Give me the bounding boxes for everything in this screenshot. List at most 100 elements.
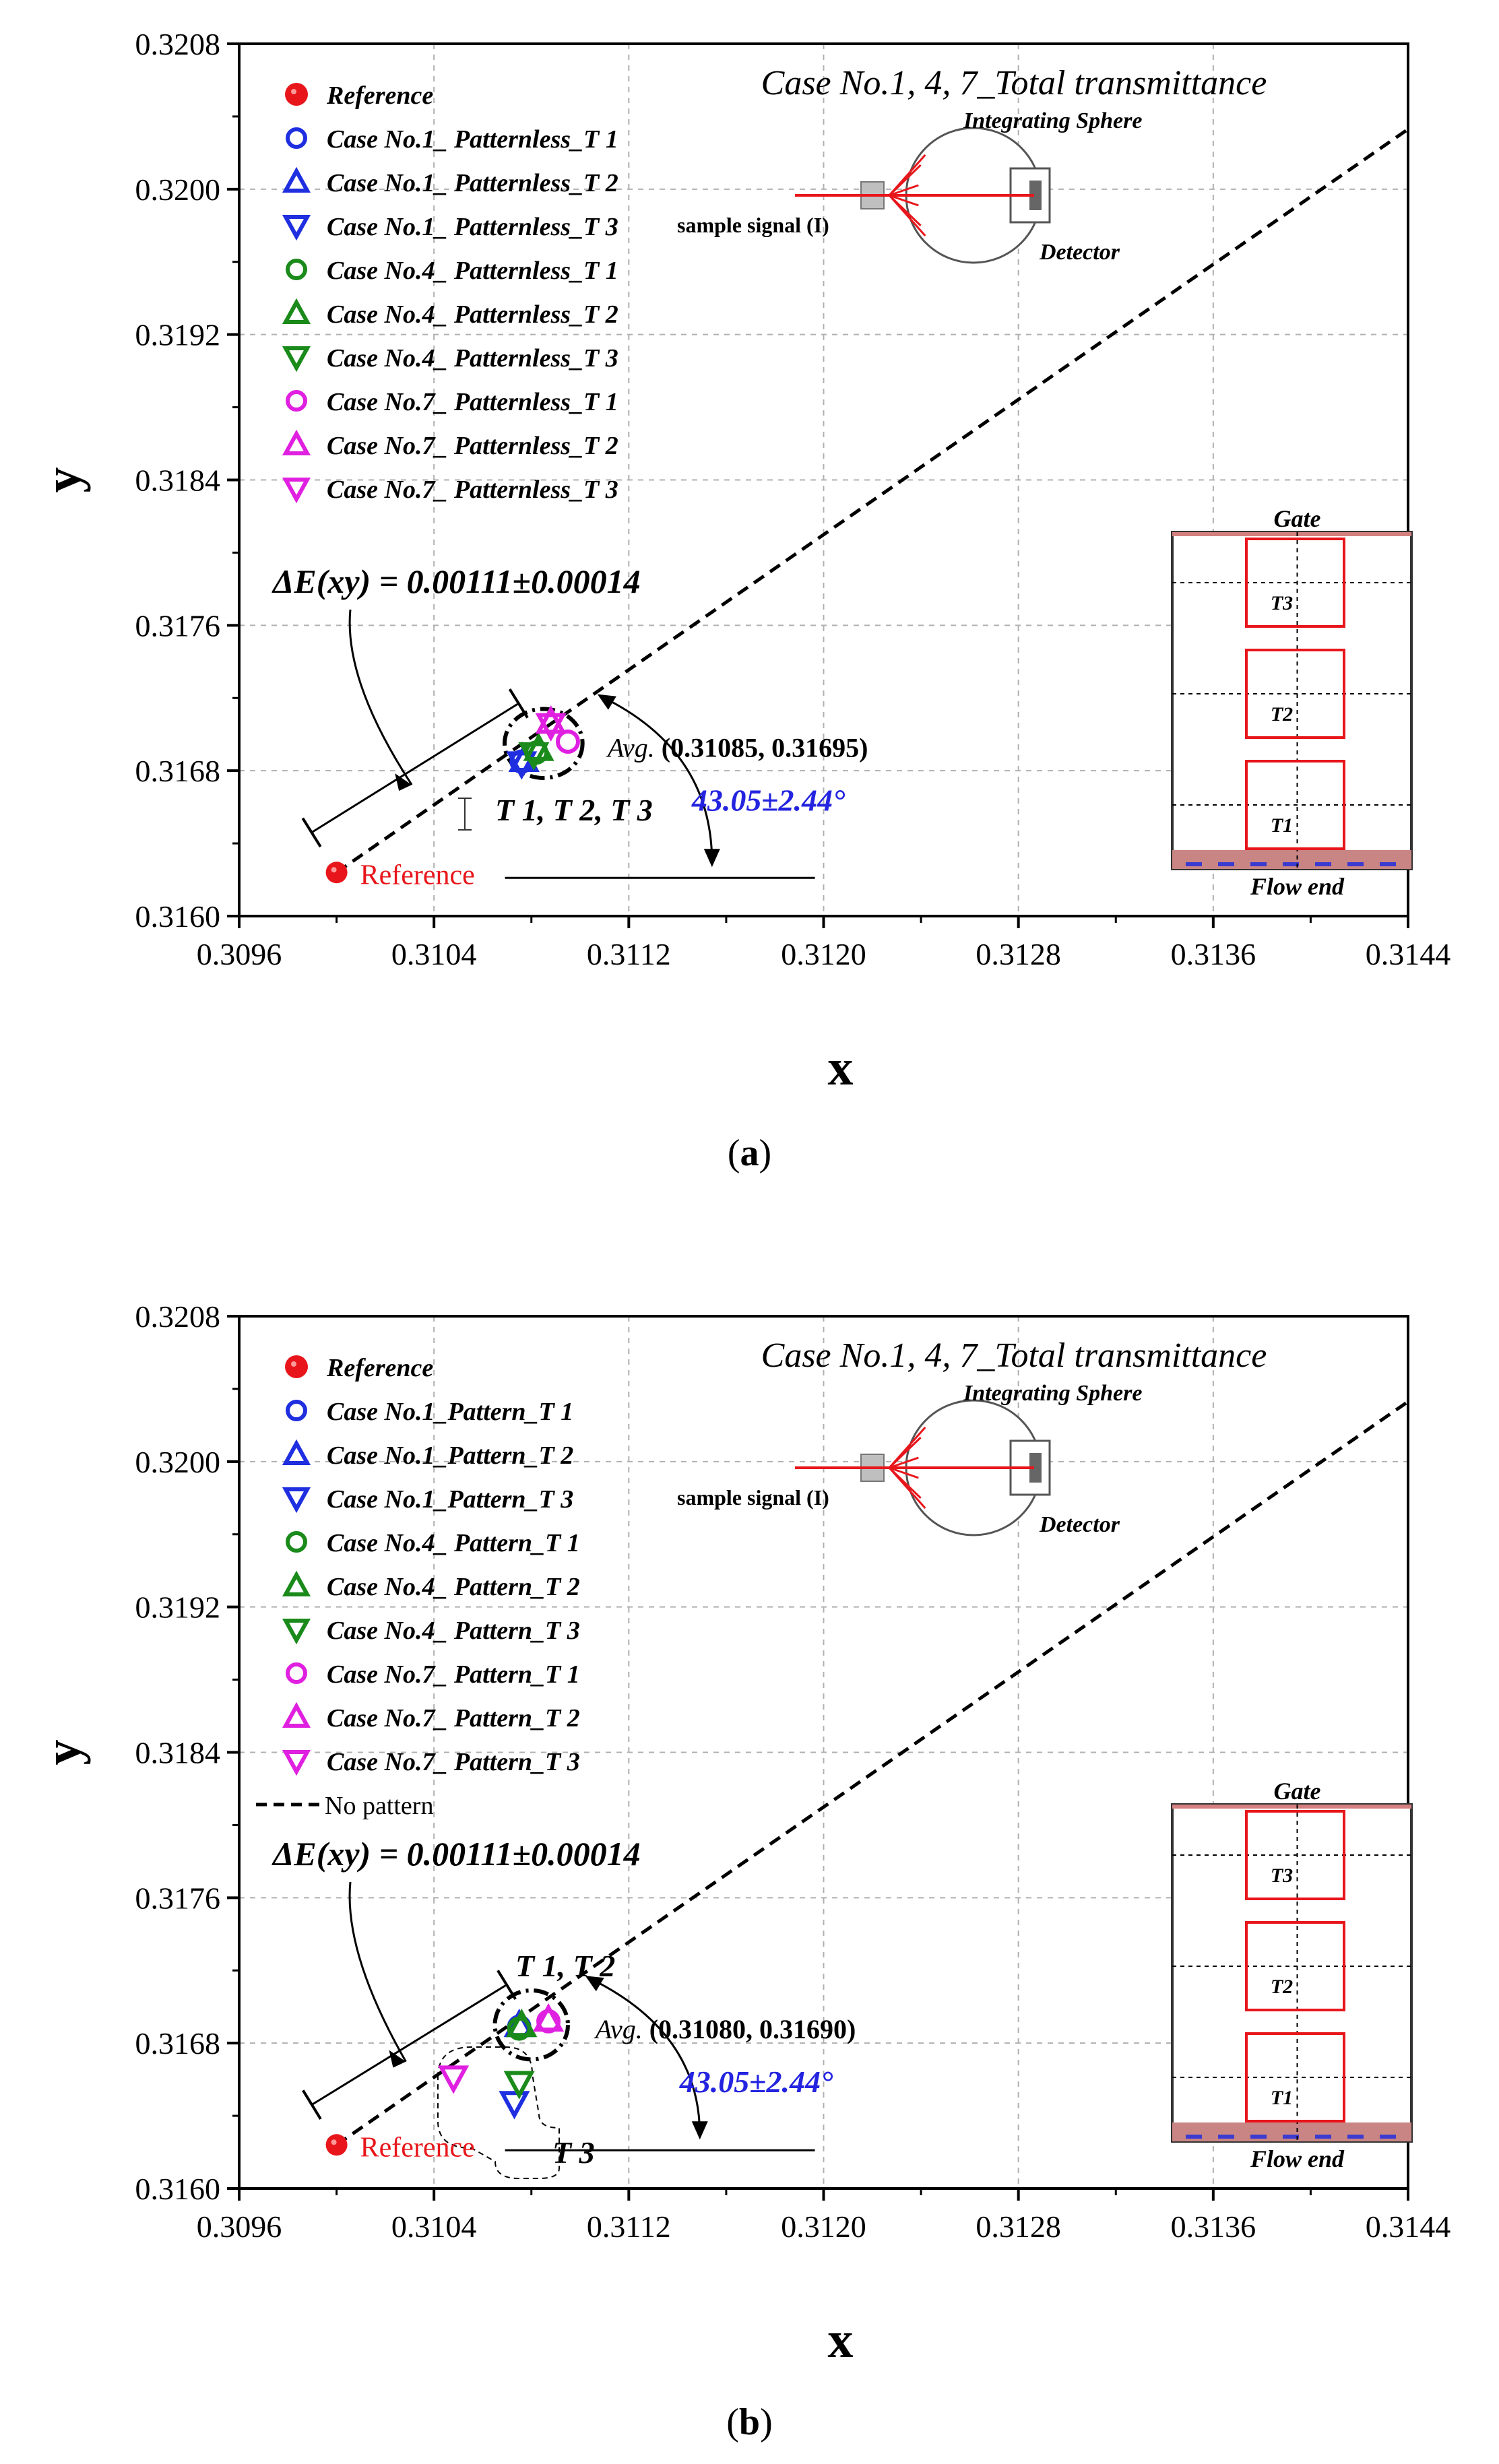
chart-a-ytick-label: 0.3200 (135, 172, 221, 207)
chart-b-mold-dash (1283, 2135, 1299, 2139)
chart-a-xtick-label: 0.3136 (1171, 937, 1256, 971)
chart-b-point-triangle-up (506, 2008, 538, 2038)
chart-a-xtick-label: 0.3144 (1366, 937, 1451, 971)
chart-a-delta-dim-cap (508, 688, 529, 719)
chart-b-point-triangle-down (499, 2091, 530, 2120)
chart-a-legend: Reference Case No.1_ Patternless_T 1 Case … (282, 82, 618, 504)
chart-b-avg-ellipse (492, 1988, 570, 2062)
chart-b-ytick-label: 0.3192 (135, 1590, 221, 1625)
chart-b-legend-label: No pattern (325, 1792, 433, 1820)
chart-b-xtick-label: 0.3104 (391, 2209, 477, 2244)
chart-a-mold-flow-end: Flow end (1250, 873, 1345, 900)
chart-b-delta-dim-line (311, 1984, 507, 2106)
chart-a-delta-arrowhead (395, 773, 412, 791)
chart-a-legend-label: Case No.7_ Patternless_T 3 (327, 476, 618, 504)
chart-b-reference-label: Reference (360, 2132, 475, 2163)
chart-b-ylabel: y (34, 1740, 91, 1765)
chart-b-mold-zone-label: T1 (1271, 2087, 1293, 2109)
chart-a-inset-mold: Gate T3 T2 T1 Flow end (1171, 505, 1413, 900)
chart-b-xtick-label: 0.3144 (1366, 2209, 1451, 2244)
chart-a-legend-label: Case No.4_ Patternless_T 3 (327, 344, 618, 372)
chart-b-reference-point (325, 2134, 348, 2156)
chart-a-point-circle (555, 730, 580, 754)
chart-a-avg-label: Avg. (0.31085, 0.31695) (606, 733, 868, 763)
chart-b-ytick-label: 0.3184 (135, 1736, 221, 1770)
chart-panel-a: 0.3096 0.3104 0.3112 0.3120 0.3128 0.3136 0.31… (34, 27, 1451, 1174)
chart-b-mold-dash (1218, 2135, 1234, 2139)
chart-a-ytick-label: 0.3168 (135, 754, 221, 788)
chart-b-points-label: T 1, T 2 (515, 1949, 615, 1983)
chart-b-mold-dash (1315, 2135, 1331, 2139)
chart-b-sphere-signal: sample signal (I) (677, 1485, 829, 1510)
chart-a-legend-marker (286, 259, 307, 280)
chart-b-ytick-label: 0.3160 (135, 2172, 221, 2206)
chart-a-xtick-label: 0.3096 (197, 937, 282, 971)
chart-b-legend-label: Case No.1_Pattern_T 2 (327, 1441, 573, 1470)
chart-b-legend-label: Case No.1_Pattern_T 1 (327, 1398, 573, 1426)
chart-b-angle-arrowhead-top (585, 1976, 604, 1992)
chart-a-mold-dash (1186, 862, 1202, 866)
caption-a: (a) (727, 1132, 772, 1174)
chart-a-mold-frame (1171, 531, 1413, 870)
chart-a-delta-e: ΔE(xy) = 0.00111±0.00014 (272, 562, 641, 600)
chart-a-reference-label: Reference (360, 860, 475, 890)
chart-a-delta-dim-line (311, 703, 519, 834)
chart-b-points (438, 2003, 565, 2120)
chart-b-ytick-label: 0.3208 (135, 1299, 221, 1334)
chart-a-delta-dim-cap (301, 817, 322, 848)
chart-b-legend: Reference Case No.1_Pattern_T 1 Case No.1_… (256, 1354, 580, 1820)
chart-b-mold-zone-t1 (1245, 2032, 1345, 2122)
chart-b-avg-prefix: Avg. (594, 2014, 649, 2044)
chart-a-reference-point (325, 862, 348, 884)
chart-b-mold-zone-t3 (1245, 1810, 1345, 1900)
chart-b-point-triangle-up (532, 2003, 565, 2032)
chart-a-angle-arrowhead-top (597, 694, 616, 710)
chart-b-delta-dim-cap (497, 1970, 517, 2000)
chart-b-delta-dim-cap (302, 2089, 322, 2120)
chart-b-point-triangle-down (438, 2065, 470, 2094)
chart-a-legend-label: Reference (326, 82, 433, 110)
chart-a-mold-dash (1250, 862, 1267, 866)
chart-b-xtick-label: 0.3112 (587, 2209, 671, 2244)
chart-b-mold-zone-label: T2 (1271, 1976, 1293, 1998)
chart-b-inset-mold: Gate T3 T2 T1 Flow end (1171, 1778, 1413, 2172)
chart-a-points-label: T 1, T 2, T 3 (495, 793, 653, 827)
chart-a-point-triangle-down (535, 713, 567, 742)
chart-a-legend-marker (282, 215, 311, 241)
chart-a-legend-marker (282, 298, 311, 324)
chart-a-sphere-title: Integrating Sphere (963, 108, 1142, 133)
chart-a-ylabel: y (34, 467, 91, 493)
chart-a-ytick-label: 0.3184 (135, 463, 221, 498)
chart-a-point-triangle-down (518, 742, 550, 771)
chart-b-xtick-label: 0.3136 (1171, 2209, 1256, 2244)
chart-b-mold-dash (1380, 2135, 1396, 2139)
chart-a-sphere-signal: sample signal (I) (677, 213, 829, 237)
chart-a-mold-gate: Gate (1274, 505, 1321, 532)
chart-b-legend-label: Case No.4_ Pattern_T 2 (327, 1573, 580, 1601)
chart-a-point-triangle-down (506, 751, 538, 780)
chart-b-angle-label: 43.05±2.44° (679, 2065, 833, 2099)
chart-b-mold-dash (1186, 2135, 1202, 2139)
chart-a-inset-sphere: Integrating Sphere sample signal (I) Detec… (677, 108, 1142, 265)
chart-a-legend-marker (286, 390, 307, 412)
chart-b-legend-label: Case No.7_ Pattern_T 3 (327, 1748, 580, 1776)
chart-b-scatter-ray (888, 1467, 926, 1509)
chart-b-point-triangle-down (503, 2071, 535, 2100)
chart-b-legend-marker (282, 1750, 311, 1776)
chart-b-scatter-ray (889, 1456, 919, 1469)
chart-a-dashed-line (336, 127, 1409, 874)
chart-a-svg: 0.3096 0.3104 0.3112 0.3120 0.3128 0.3136 0.31… (34, 27, 1451, 1096)
chart-b-detector-plate (1029, 1453, 1042, 1483)
chart-b-mold-dash (1347, 2135, 1364, 2139)
chart-a-mold-zone-label: T2 (1271, 703, 1293, 725)
chart-a-mold-dash (1315, 862, 1331, 866)
chart-b-svg: 0.3096 0.3104 0.3112 0.3120 0.3128 0.3136 0.31… (34, 1299, 1451, 2368)
chart-a-legend-label: Case No.1_ Patternless_T 2 (327, 169, 618, 197)
chart-a-legend-label: Case No.7_ Patternless_T 1 (327, 388, 618, 416)
chart-a-mold-gate-bar (1172, 532, 1411, 536)
chart-b-legend-marker (282, 1570, 311, 1596)
chart-a-title: Case No.1, 4, 7_Total transmittance (761, 64, 1267, 102)
chart-a-scatter-ray (889, 194, 919, 207)
chart-b-ytick-label: 0.3168 (135, 2026, 221, 2061)
chart-a-xtick-label: 0.3120 (781, 937, 866, 971)
